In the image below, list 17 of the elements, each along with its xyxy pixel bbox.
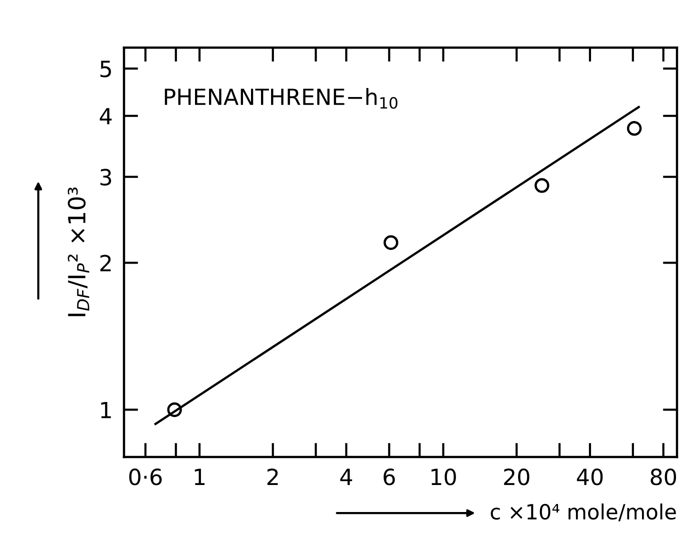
- y-tick-label: 4: [100, 108, 112, 124]
- x-tick-label: 80: [650, 468, 676, 486]
- x-tick-label: 0·6: [129, 468, 162, 486]
- x-tick-label: 4: [340, 468, 352, 485]
- x-tick-label: 2: [267, 468, 278, 485]
- x-tick-label: 6: [384, 468, 395, 486]
- y-tick-label: 5: [100, 60, 111, 78]
- x-tick-label: 10: [432, 468, 456, 486]
- x-tick-label: 1: [194, 468, 205, 485]
- x-tick-label: 20: [504, 468, 530, 486]
- y-tick-label: 3: [100, 168, 112, 186]
- x-tick-label: 40: [576, 468, 603, 486]
- x-axis-title: c ×10⁴ mole/mole: [490, 504, 676, 522]
- annotation: PHENANTHRENE−h$_{10}$: [164, 88, 398, 109]
- y-tick-label: 1: [101, 402, 111, 418]
- y-axis-title: I$_{DF}$/I$_{P}$² ×10³: [68, 188, 90, 316]
- y-tick-label: 2: [100, 254, 111, 272]
